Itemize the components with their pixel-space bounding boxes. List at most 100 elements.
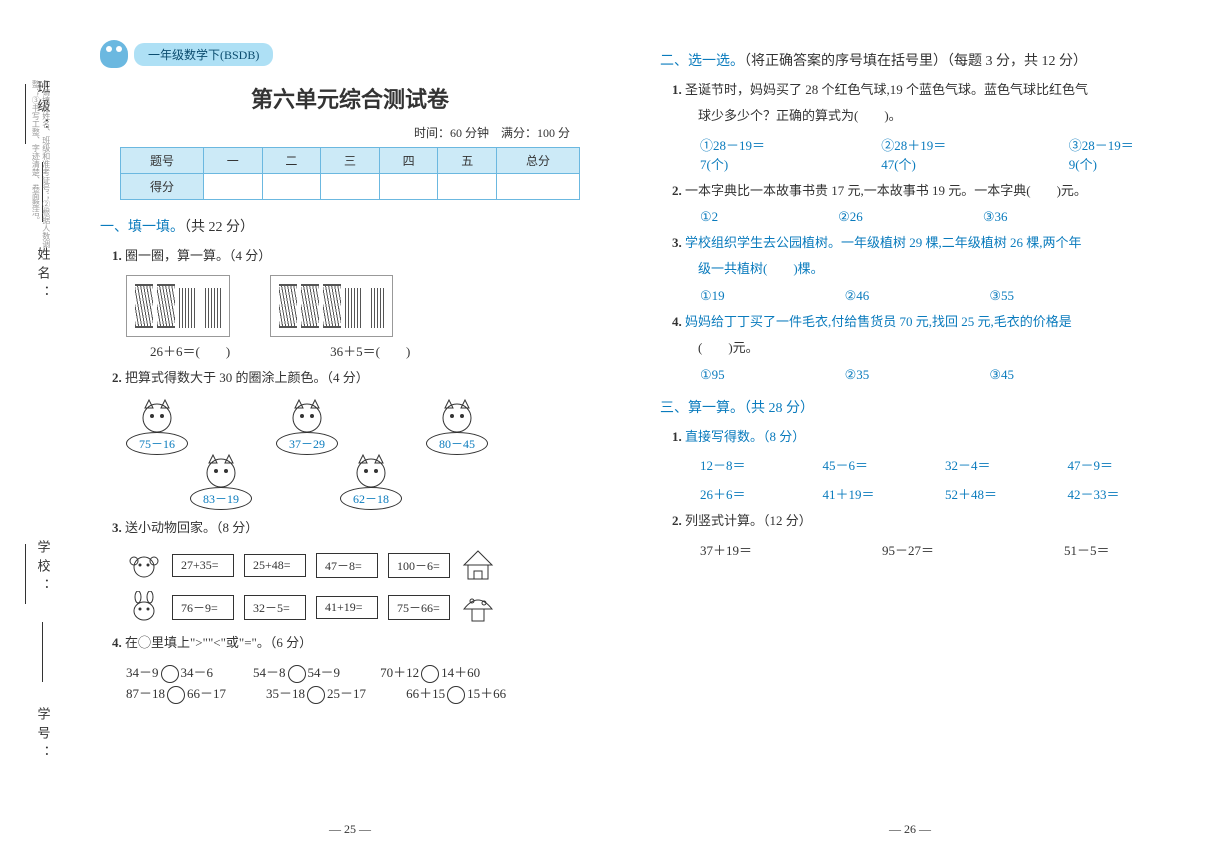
section-1-title: 一、填一填。（共 22 分） <box>100 216 600 236</box>
cat-icon <box>285 396 329 436</box>
q-text-2: 球少多少个？正确的算式为( )。 <box>698 103 1160 129</box>
cmp: 66＋15 <box>406 686 445 701</box>
q-num: 1. <box>672 429 682 444</box>
q2-4: 4. 妈妈给丁丁买了一件毛衣,付给售货员 70 元,找回 25 元,毛衣的价格是… <box>672 310 1160 361</box>
blank-circle[interactable] <box>161 665 179 683</box>
page-number-right: — 26 — <box>889 822 931 837</box>
q1-1: 1. 圈一圈，算一算。（4 分） <box>112 244 600 269</box>
cmp: 34－9 <box>126 665 159 680</box>
cats-row-2: 83－19 62－18 <box>190 451 600 510</box>
q-num: 2. <box>672 183 682 198</box>
q3-2: 2. 列竖式计算。（12 分） <box>672 509 1160 534</box>
q1-2: 2. 把算式得数大于 30 的圈涂上颜色。（4 分） <box>112 366 600 391</box>
page-number-left: — 25 — <box>329 822 371 837</box>
cmp: 70＋12 <box>380 665 419 680</box>
q-text-2: 级一共植树( )棵。 <box>698 256 1160 282</box>
opt: ①19 <box>700 288 725 304</box>
cmp: 54－9 <box>308 665 341 680</box>
q-text: 圣诞节时，妈妈买了 28 个红色气球,19 个蓝色气球。蓝色气球比红色气 <box>685 82 1088 97</box>
calc: 41＋19＝ <box>823 484 916 503</box>
opt: ②26 <box>838 209 863 225</box>
q-num: 2. <box>112 370 122 385</box>
cat-item: 75－16 <box>126 396 188 455</box>
score-table: 题号 一 二 三 四 五 总分 得分 <box>120 147 580 200</box>
cat-item: 80－45 <box>426 396 488 455</box>
q-text: 列竖式计算。（12 分） <box>685 513 812 528</box>
section-3-title: 三、算一算。（共 28 分） <box>660 397 1160 417</box>
bundle-box-b <box>270 275 393 337</box>
q-text: 学校组织学生去公园植树。一年级植树 29 棵,二年级植树 26 棵,两个年 <box>685 235 1082 250</box>
eq-a: 26＋6＝( ) <box>150 341 230 360</box>
monkey-icon <box>126 549 162 581</box>
oval-eq: 80－45 <box>426 432 488 455</box>
calc-grid: 12－8＝ 45－6＝ 32－4＝ 47－9＝ 26＋6＝ 41＋19＝ 52＋… <box>700 455 1160 503</box>
blank-circle[interactable] <box>167 686 185 704</box>
label-id: 学号： <box>36 707 51 764</box>
sec1-points: （共 22 分） <box>184 220 254 235</box>
th: 一 <box>203 148 262 174</box>
q-text: 送小动物回家。（8 分） <box>125 520 258 535</box>
cmp: 25－17 <box>327 686 366 701</box>
q2-1-opts: ①28－19＝7(个) ②28＋19＝47(个) ③28－19＝9(个) <box>700 135 1160 173</box>
q-text: 一本字典比一本故事书贵 17 元,一本故事书 19 元。一本字典( )元。 <box>685 183 1087 198</box>
eq-b: 36＋5＝( ) <box>330 341 410 360</box>
cmp: 14＋60 <box>441 665 480 680</box>
q1-4: 4. 在◯里填上">""<"或"="。（6 分） <box>112 631 600 656</box>
opt: ③28－19＝9(个) <box>1069 135 1160 173</box>
blank-circle[interactable] <box>421 665 439 683</box>
label-school: 学校： <box>36 540 51 597</box>
sidebar: ①请填写姓名、班级和准考证号；②根据人数调整；③书写工整、字迹清楚、卷面整洁。 … <box>0 0 70 849</box>
exam-note: ①请填写姓名、班级和准考证号；②根据人数调整；③书写工整、字迹清楚、卷面整洁。 <box>30 80 51 260</box>
page-25: 一年级数学下(BSDB) 第六单元综合测试卷 时间：60 分钟 满分：100 分… <box>70 0 630 849</box>
eq-box: 27+35= <box>172 554 234 577</box>
label-school-id: 学校： 学号： <box>18 540 53 849</box>
q-num: 4. <box>112 635 122 650</box>
cmp: 87－18 <box>126 686 165 701</box>
oval-eq: 83－19 <box>190 487 252 510</box>
q2-2-opts: ①2 ②26 ③36 <box>700 209 1160 225</box>
q-text: 妈妈给丁丁买了一件毛衣,付给售货员 70 元,找回 25 元,毛衣的价格是 <box>685 314 1072 329</box>
cat-item: 83－19 <box>190 451 252 510</box>
th: 三 <box>321 148 380 174</box>
blank-circle[interactable] <box>447 686 465 704</box>
th: 题号 <box>121 148 204 174</box>
cat-icon <box>135 396 179 436</box>
house-icon <box>460 547 496 583</box>
compare-row-1: 34－934－6 54－854－9 70＋1214＋60 <box>126 662 600 683</box>
opt: ①95 <box>700 367 725 383</box>
th: 二 <box>262 148 321 174</box>
oval-eq: 75－16 <box>126 432 188 455</box>
row-label: 得分 <box>121 174 204 200</box>
bundle-diagrams <box>126 275 600 337</box>
blank-circle[interactable] <box>288 665 306 683</box>
opt: ②28＋19＝47(个) <box>881 135 979 173</box>
cmp: 54－8 <box>253 665 286 680</box>
sec1-title-text: 一、填一填。 <box>100 220 184 235</box>
vertical-calc-row: 37＋19＝ 95－27＝ 51－5＝ <box>700 540 1160 559</box>
calc: 52＋48＝ <box>945 484 1038 503</box>
cmp: 35－18 <box>266 686 305 701</box>
q-text: 把算式得数大于 30 的圈涂上颜色。（4 分） <box>125 370 369 385</box>
q-num: 3. <box>672 235 682 250</box>
cmp: 66－17 <box>187 686 226 701</box>
eq-box: 32－5= <box>244 595 306 620</box>
q-text-2: ( )元。 <box>698 335 1160 361</box>
q2-2: 2. 一本字典比一本故事书贵 17 元,一本故事书 19 元。一本字典( )元。 <box>672 179 1160 204</box>
blank-circle[interactable] <box>307 686 325 704</box>
eq-box: 76－9= <box>172 595 234 620</box>
rabbit-icon <box>126 591 162 623</box>
opt: ②35 <box>845 367 870 383</box>
mushroom-house-icon <box>460 589 496 625</box>
calc: 26＋6＝ <box>700 484 793 503</box>
table-score-row: 得分 <box>121 174 580 200</box>
q3-1: 1. 直接写得数。（8 分） <box>672 425 1160 450</box>
calc: 45－6＝ <box>823 455 916 474</box>
th: 总分 <box>497 148 580 174</box>
eq-box: 25+48= <box>244 554 306 577</box>
mascot-icon <box>100 40 128 68</box>
q-num: 4. <box>672 314 682 329</box>
q-text: 直接写得数。（8 分） <box>685 429 805 444</box>
cat-item: 37－29 <box>276 396 338 455</box>
calc: 95－27＝ <box>882 540 934 559</box>
oval-eq: 37－29 <box>276 432 338 455</box>
